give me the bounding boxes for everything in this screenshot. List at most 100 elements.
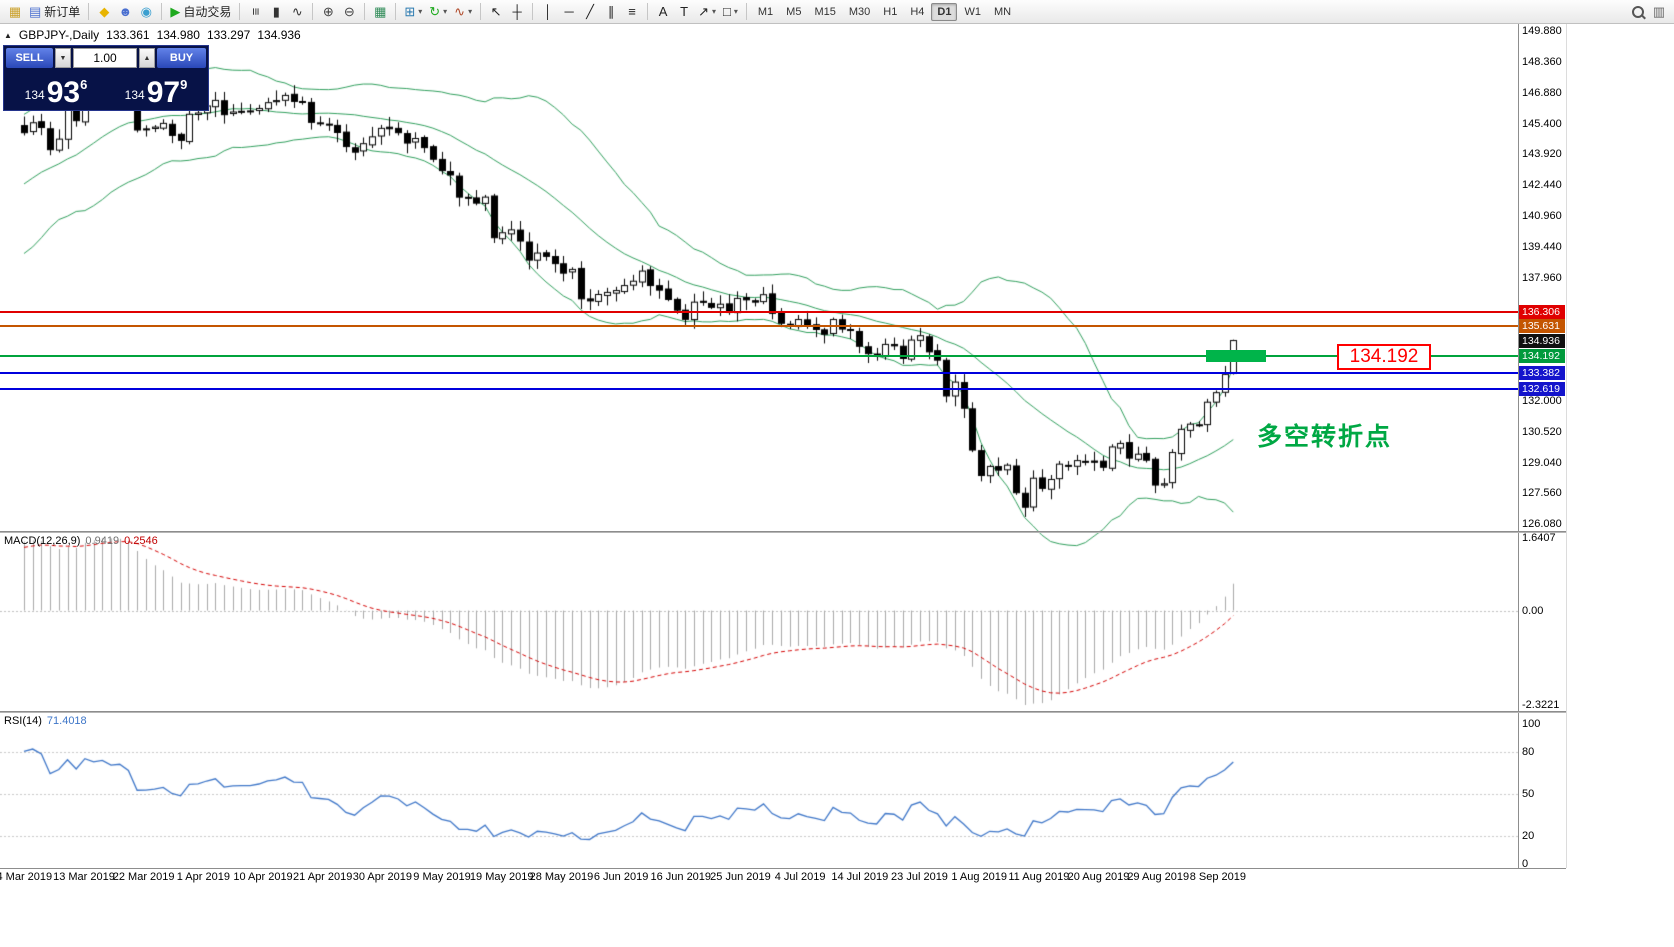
timeframe-h1[interactable]: H1 bbox=[877, 3, 903, 21]
community-icon[interactable]: ☻ bbox=[115, 2, 135, 22]
timeframe-mn[interactable]: MN bbox=[988, 3, 1017, 21]
signals-icon[interactable]: ◉ bbox=[136, 2, 156, 22]
toolbar-group: ≡ ▮ ∿ bbox=[243, 2, 309, 22]
line-chart-icon[interactable]: ∿ bbox=[287, 2, 307, 22]
time-axis-label: 20 Aug 2019 bbox=[1067, 871, 1130, 883]
fibonacci-icon[interactable]: ≡ bbox=[622, 2, 642, 22]
grid-icon[interactable]: ▦ bbox=[370, 2, 390, 22]
autotrading-button[interactable]: ▶ 自动交易 bbox=[167, 2, 234, 22]
zoom-out-icon[interactable]: ⊖ bbox=[339, 2, 359, 22]
buy-button[interactable]: BUY bbox=[157, 48, 206, 68]
new-order-button[interactable]: ▤ 新订单 bbox=[26, 2, 83, 22]
channel-icon[interactable]: ∥ bbox=[601, 2, 621, 22]
market-icon[interactable]: ◆ bbox=[94, 2, 114, 22]
toolbar-separator bbox=[745, 3, 747, 20]
shapes-icon[interactable]: □ ▾ bbox=[720, 2, 741, 22]
toolbar-right-group: ▥ bbox=[1626, 2, 1671, 22]
hline-object-134.192[interactable] bbox=[0, 354, 1518, 357]
hline-object-136.306[interactable] bbox=[0, 311, 1518, 314]
arrows-icon[interactable]: ↗ ▾ bbox=[695, 2, 719, 22]
signals-icon-glyph: ◉ bbox=[140, 4, 152, 19]
hline-object-135.631[interactable] bbox=[0, 325, 1518, 328]
quick-nav-icon-glyph: ▥ bbox=[1652, 4, 1666, 19]
volume-decrease-button[interactable]: ▼ bbox=[55, 48, 71, 68]
fibonacci-icon-glyph: ≡ bbox=[628, 4, 636, 19]
indicator-axis-label: 80 bbox=[1522, 746, 1535, 758]
price-axis-label: 149.880 bbox=[1522, 25, 1562, 37]
indicators-icon[interactable]: ∿ ▾ bbox=[451, 2, 475, 22]
price-axis-label: 126.080 bbox=[1522, 518, 1562, 530]
volume-increase-button[interactable]: ▲ bbox=[139, 48, 155, 68]
trendline-icon[interactable]: ╱ bbox=[580, 2, 600, 22]
search-icon[interactable] bbox=[1628, 2, 1648, 22]
quote-close: 134.936 bbox=[257, 28, 301, 42]
zoom-out-icon-glyph: ⊖ bbox=[343, 4, 355, 19]
candlestick-icon[interactable]: ▮ bbox=[266, 2, 286, 22]
macd-label: MACD(12,26,9) 0.9419 0.2546 bbox=[4, 535, 158, 547]
timeframe-w1[interactable]: W1 bbox=[958, 3, 987, 21]
oct-collapse-icon[interactable]: ▲ bbox=[4, 30, 12, 40]
quote-open: 133.361 bbox=[106, 28, 150, 42]
time-axis-line bbox=[0, 868, 1566, 869]
time-axis-label: 21 Apr 2019 bbox=[293, 871, 353, 883]
toolbar-separator bbox=[88, 3, 90, 20]
indicator-axis-label: -2.3221 bbox=[1522, 699, 1560, 711]
chart-window-icon[interactable]: ▦ bbox=[5, 2, 25, 22]
bar-chart-icon[interactable]: ≡ bbox=[245, 2, 265, 22]
cursor-icon-glyph: ↖ bbox=[490, 4, 502, 19]
timeframe-m30[interactable]: M30 bbox=[843, 3, 876, 21]
rsi-label: RSI(14) 71.4018 bbox=[4, 715, 87, 727]
profiles-icon[interactable]: ↻ ▾ bbox=[426, 2, 450, 22]
timeframe-m15[interactable]: M15 bbox=[808, 3, 841, 21]
time-axis-label: 1 Aug 2019 bbox=[951, 871, 1007, 883]
price-badge-133.382: 133.382 bbox=[1519, 365, 1565, 380]
toolbar-group: ↖ ┼ bbox=[484, 2, 529, 22]
volume-input[interactable]: 1.00 bbox=[73, 48, 137, 68]
timeframe-m1[interactable]: M1 bbox=[752, 3, 779, 21]
sell-pips: 93 bbox=[46, 75, 81, 109]
panel-splitter-macd[interactable] bbox=[0, 531, 1566, 533]
text-label-icon[interactable]: T bbox=[674, 2, 694, 22]
timeframe-h4[interactable]: H4 bbox=[904, 3, 930, 21]
horizontal-line-icon[interactable]: ─ bbox=[559, 2, 579, 22]
price-axis-label: 127.560 bbox=[1522, 487, 1562, 500]
indicator-axis-label: 1.6407 bbox=[1522, 532, 1556, 544]
sell-button[interactable]: SELL bbox=[6, 48, 53, 68]
sell-big-figure: 134 bbox=[24, 88, 45, 102]
price-axis-label: 139.440 bbox=[1522, 241, 1562, 254]
breakout-highlight-line[interactable] bbox=[1206, 350, 1266, 362]
cursor-icon[interactable]: ↖ bbox=[486, 2, 506, 22]
search-icon-glyph bbox=[1632, 5, 1644, 18]
time-axis-label: 23 Jul 2019 bbox=[891, 871, 948, 883]
panel-splitter-rsi[interactable] bbox=[0, 711, 1566, 713]
zoom-in-icon[interactable]: ⊕ bbox=[318, 2, 338, 22]
price-badge-134.936: 134.936 bbox=[1519, 333, 1565, 348]
toolbar-separator bbox=[647, 3, 649, 20]
crosshair-icon[interactable]: ┼ bbox=[507, 2, 527, 22]
price-axis-label: 132.000 bbox=[1522, 395, 1562, 408]
timeframe-d1[interactable]: D1 bbox=[931, 2, 958, 21]
sell-price: 134 93 6 bbox=[6, 68, 106, 108]
turning-point-annotation[interactable]: 多空转折点 bbox=[1257, 423, 1393, 451]
hline-object-133.382[interactable] bbox=[0, 371, 1518, 374]
new-chart-icon[interactable]: ⊞ ▾ bbox=[401, 2, 425, 22]
time-axis-label: 10 Apr 2019 bbox=[233, 871, 293, 883]
shapes-icon-glyph: □ bbox=[723, 4, 731, 19]
buy-price: 134 97 9 bbox=[106, 68, 206, 108]
toolbar-separator bbox=[532, 3, 534, 20]
timeframe-m5[interactable]: M5 bbox=[780, 3, 807, 21]
time-axis-label: 30 Apr 2019 bbox=[352, 871, 413, 883]
chart-canvas[interactable] bbox=[0, 24, 1518, 947]
vertical-line-icon[interactable]: │ bbox=[538, 2, 558, 22]
time-axis-label: 9 May 2019 bbox=[413, 871, 471, 883]
chart-window-icon-glyph: ▦ bbox=[8, 4, 22, 19]
text-label-icon-glyph: T bbox=[680, 4, 689, 19]
text-icon[interactable]: A bbox=[653, 2, 673, 22]
time-axis-label: 22 Mar 2019 bbox=[112, 871, 175, 883]
quick-nav-icon[interactable]: ▥ bbox=[1649, 2, 1669, 22]
hline-object-132.619[interactable] bbox=[0, 387, 1518, 390]
price-axis-label: 143.920 bbox=[1522, 148, 1562, 161]
price-level-annotation[interactable]: 134.192 bbox=[1337, 344, 1431, 370]
price-badge-134.192: 134.192 bbox=[1519, 348, 1565, 363]
